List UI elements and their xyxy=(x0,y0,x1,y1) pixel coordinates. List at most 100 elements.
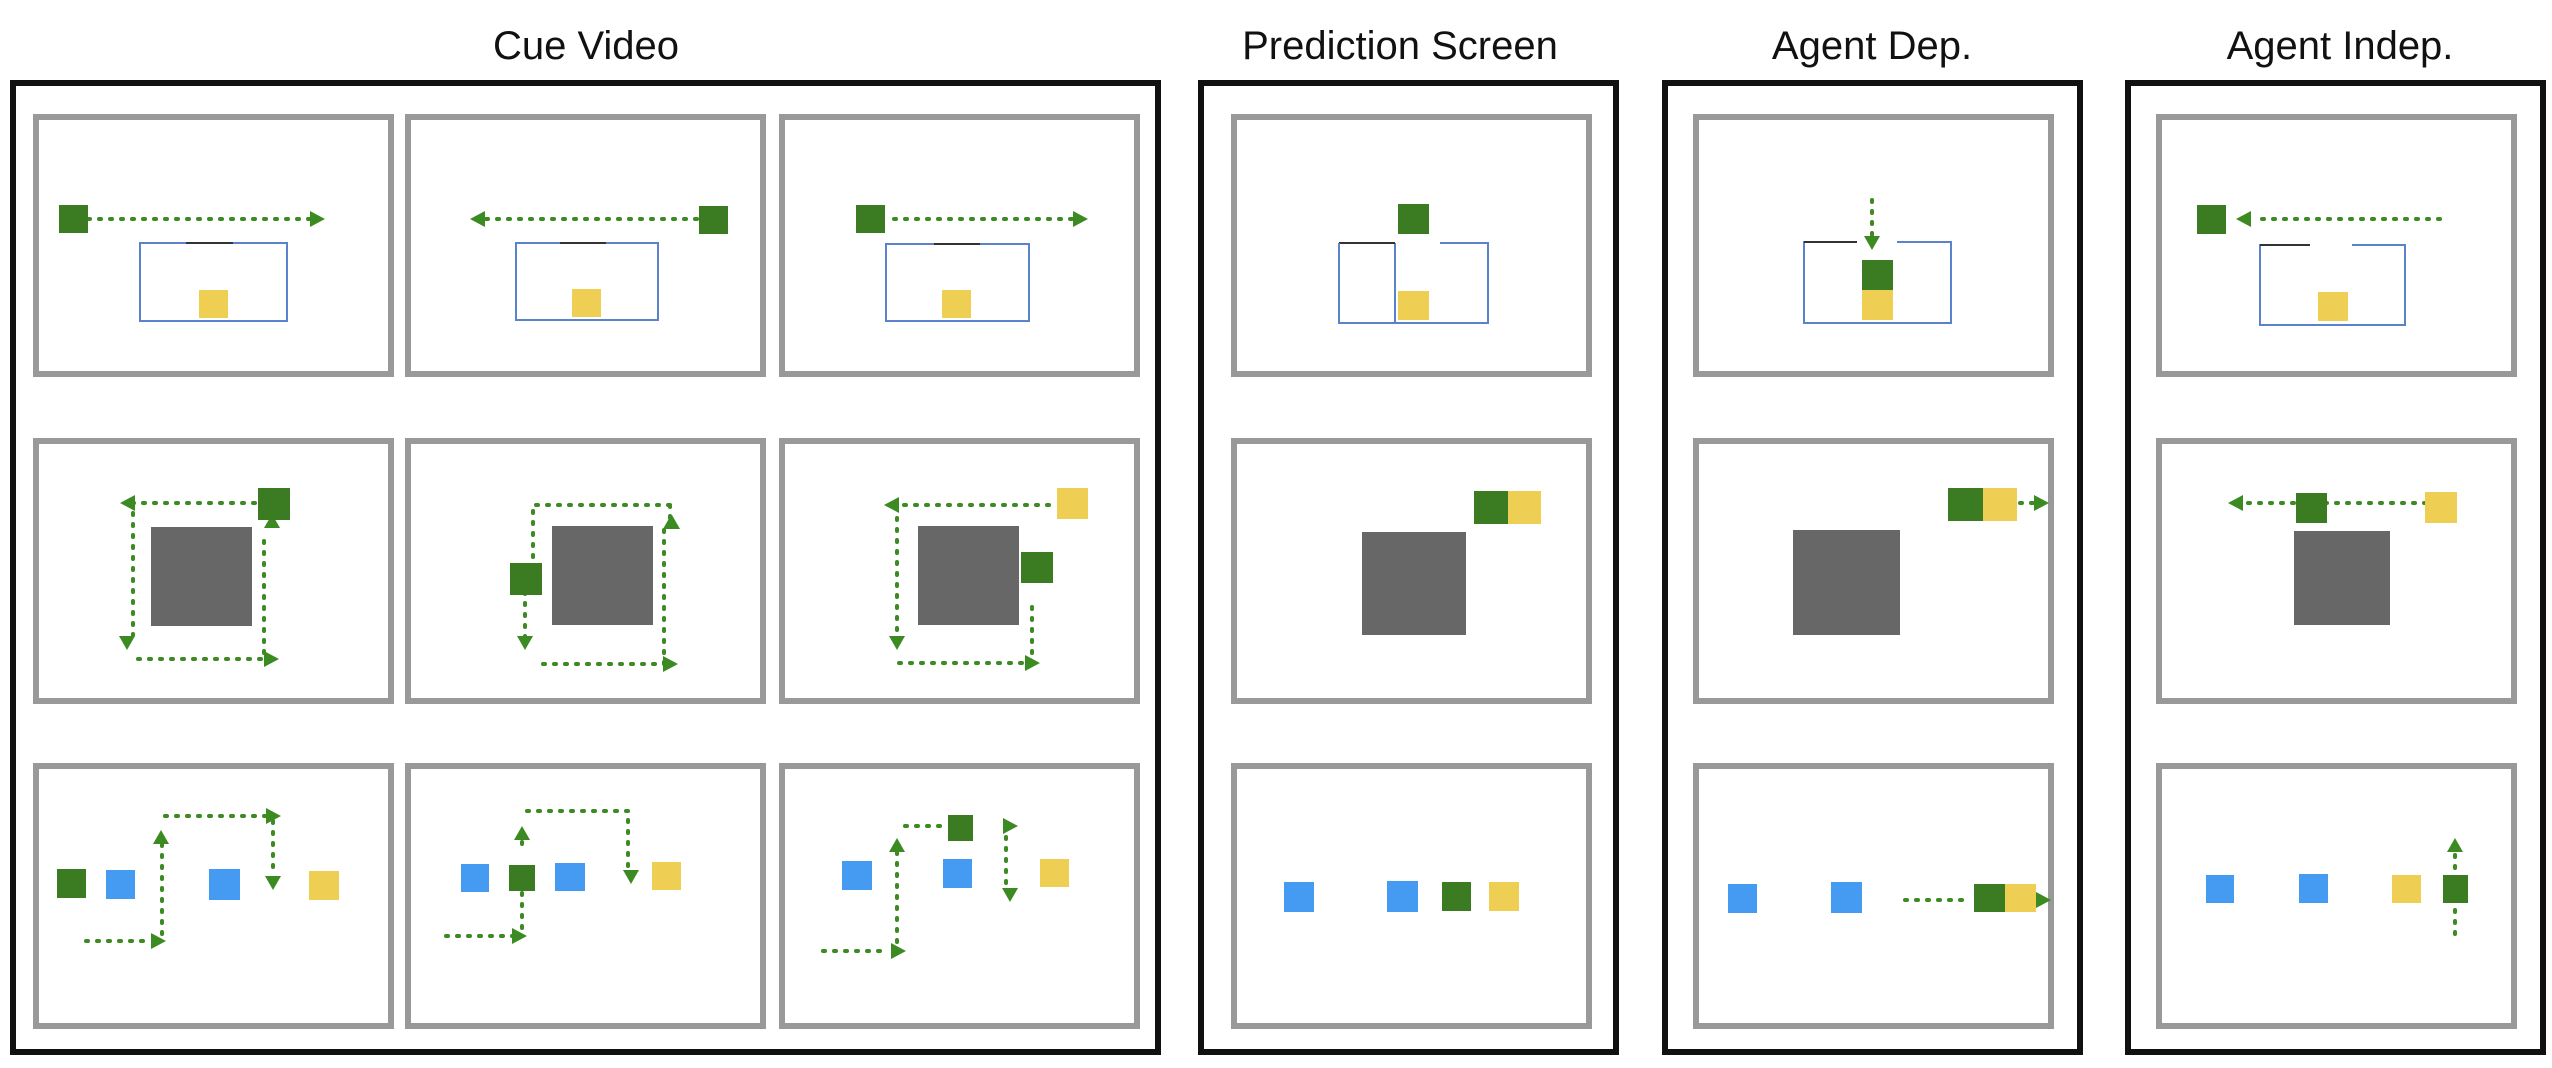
arrowhead-agent-independent-1 xyxy=(2236,211,2251,227)
arrowhead-agent-dependent-3 xyxy=(2036,892,2051,908)
other-square xyxy=(2299,874,2328,903)
agent-square xyxy=(1398,204,1429,234)
arrowhead-cue-3-2-down xyxy=(623,870,639,884)
obstacle-cue-2-1 xyxy=(151,527,252,626)
containers xyxy=(139,241,2406,326)
other-square xyxy=(1387,881,1418,912)
other-square xyxy=(1728,884,1757,913)
container-agent-independent-1 xyxy=(2259,244,2406,326)
other-square xyxy=(461,864,489,892)
frame-agent-independent-1 xyxy=(2156,114,2517,377)
arrowhead-cue-2-1-left xyxy=(120,495,135,511)
other-square xyxy=(842,861,872,890)
frame-cue-3-1 xyxy=(33,763,394,1029)
arrowhead-cue-3-1-right-2 xyxy=(266,808,281,824)
frame-prediction-1 xyxy=(1231,114,1592,377)
header-cue-video: Cue Video xyxy=(493,24,679,68)
agent-square xyxy=(1021,552,1053,583)
header-prediction-screen: Prediction Screen xyxy=(1242,24,1558,68)
arrowhead-cue-1-1 xyxy=(310,211,325,227)
other-objects xyxy=(106,859,2328,913)
arrowhead-cue-3-3-up xyxy=(889,838,905,852)
container-agent-dependent-1 xyxy=(1803,241,1952,324)
arrowhead-agent-dependent-1 xyxy=(1864,236,1880,250)
frame-agent-dependent-1 xyxy=(1693,114,2054,377)
frame-prediction-2 xyxy=(1231,438,1592,704)
frame-agent-independent-2 xyxy=(2156,438,2517,704)
arrowhead-cue-2-3-left xyxy=(884,497,899,513)
goal-square xyxy=(2005,884,2036,912)
other-square xyxy=(209,869,240,900)
goal-square xyxy=(1862,290,1893,320)
agents xyxy=(57,204,2468,912)
other-square xyxy=(1284,882,1314,912)
goals xyxy=(199,289,2457,912)
goal-square xyxy=(942,290,971,318)
panel-agent-independent xyxy=(2125,80,2546,1055)
arrowhead-cue-3-1-right xyxy=(151,933,166,949)
agent-square xyxy=(258,488,290,520)
container-cue-1-2 xyxy=(515,242,659,321)
arrowhead-cue-2-1-right xyxy=(264,651,279,667)
agent-square xyxy=(1974,884,2005,912)
other-square xyxy=(2206,875,2234,903)
goal-square xyxy=(1489,882,1519,911)
goal-square xyxy=(2425,492,2457,523)
arrowhead-cue-2-2-up-2 xyxy=(664,515,680,529)
agent-square xyxy=(510,563,542,595)
goal-square xyxy=(1057,488,1088,519)
goal-square xyxy=(2318,292,2348,321)
arrowhead-cue-1-2 xyxy=(470,211,485,227)
arrowhead-cue-3-3-right xyxy=(891,943,906,959)
arrowhead-cue-3-1-down xyxy=(265,876,281,890)
panel-cue-video xyxy=(10,80,1161,1055)
arrowhead-cue-3-3-down xyxy=(1002,888,1018,902)
panel-prediction-screen xyxy=(1198,80,1619,1055)
arrowheads xyxy=(119,211,2463,959)
agent-square xyxy=(1948,488,1983,521)
frame-agent-dependent-3 xyxy=(1693,763,2054,1029)
agent-square xyxy=(1442,882,1471,911)
agent-square xyxy=(948,815,973,841)
container-cue-1-3 xyxy=(885,243,1030,322)
arrowhead-agent-independent-3 xyxy=(2447,838,2463,852)
arrowhead-agent-dependent-2 xyxy=(2034,495,2049,511)
arrowhead-cue-3-2-right xyxy=(512,928,527,944)
frame-prediction-3 xyxy=(1231,763,1592,1029)
goal-square xyxy=(1983,488,2017,521)
arrowhead-cue-2-1-up xyxy=(264,514,280,528)
path-cue-3-2 xyxy=(444,809,630,938)
agent-square xyxy=(2197,205,2226,234)
goal-square xyxy=(652,862,681,890)
frame-cue-1-3 xyxy=(779,114,1140,377)
goal-square xyxy=(309,871,339,900)
obstacle-cue-2-2 xyxy=(552,526,653,625)
frame-cue-1-2 xyxy=(405,114,766,377)
obstacle-prediction-2 xyxy=(1362,532,1466,635)
frame-cue-1-1 xyxy=(33,114,394,377)
obstacle-agent-dependent-2 xyxy=(1793,530,1900,635)
header-agent-independent: Agent Indep. xyxy=(2227,24,2454,68)
frame-cue-3-3 xyxy=(779,763,1140,1029)
frame-agent-independent-3 xyxy=(2156,763,2517,1029)
obstacle-cue-2-3 xyxy=(918,526,1019,625)
container-cue-1-1 xyxy=(139,242,288,322)
agent-square xyxy=(1474,491,1508,524)
goal-square xyxy=(199,290,228,318)
paths xyxy=(84,198,2457,953)
goal-square xyxy=(1508,491,1541,524)
frame-cue-2-2 xyxy=(405,438,766,704)
arrowhead-cue-3-2-up xyxy=(514,826,530,840)
arrowhead-cue-3-1-up xyxy=(153,830,169,844)
arrowhead-agent-independent-2 xyxy=(2228,495,2243,511)
goal-square xyxy=(2392,875,2421,903)
agent-square xyxy=(509,865,535,891)
arrowhead-cue-2-1-down xyxy=(119,636,135,650)
path-cue-3-1 xyxy=(84,814,275,943)
frame-cue-3-2 xyxy=(405,763,766,1029)
frame-cue-2-1 xyxy=(33,438,394,704)
arrowhead-cue-2-2-right xyxy=(663,656,678,672)
frame-cue-2-3 xyxy=(779,438,1140,704)
goal-square xyxy=(1040,859,1069,887)
